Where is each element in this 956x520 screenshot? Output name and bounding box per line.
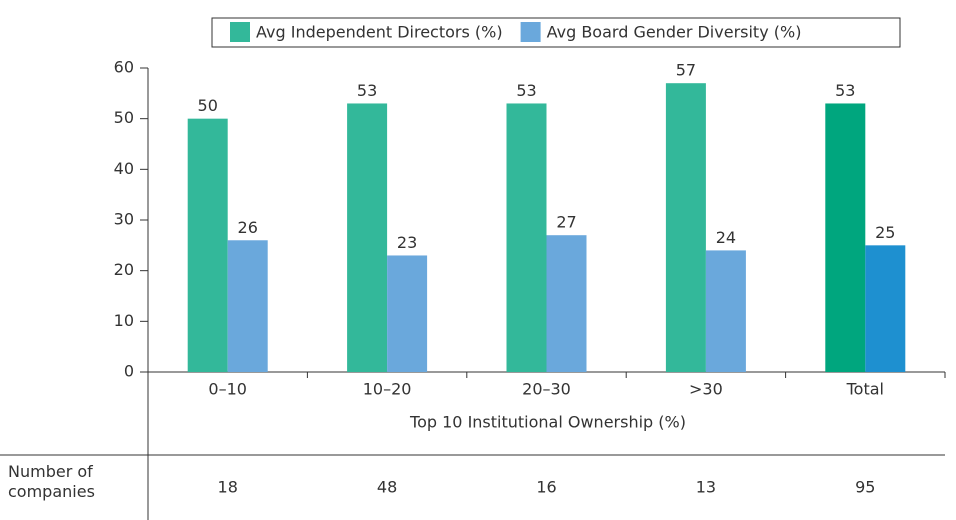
value-label: 23 (397, 233, 417, 252)
table-row-label: Number of companies (8, 462, 95, 501)
value-label: 53 (835, 81, 855, 100)
table-value: 48 (377, 478, 397, 497)
table-value: 16 (536, 478, 556, 497)
y-tick-label: 10 (114, 311, 134, 330)
bar (347, 103, 388, 372)
bar (227, 240, 268, 372)
value-label: 25 (875, 223, 895, 242)
bar (825, 103, 866, 372)
y-tick-label: 50 (114, 108, 134, 127)
x-tick-label: >30 (689, 380, 723, 399)
legend-label: Avg Independent Directors (%) (256, 23, 503, 42)
x-tick-label: 20–30 (522, 380, 571, 399)
bar (187, 118, 228, 373)
table-value: 18 (218, 478, 238, 497)
value-label: 57 (676, 61, 696, 80)
legend-swatch (230, 22, 250, 42)
value-label: 50 (198, 96, 218, 115)
table-value: 95 (855, 478, 875, 497)
value-label: 27 (556, 213, 576, 232)
y-tick-label: 40 (114, 159, 134, 178)
value-label: 26 (238, 218, 258, 237)
x-tick-label: Total (846, 380, 884, 399)
y-tick-label: 30 (114, 210, 134, 229)
x-tick-label: 0–10 (208, 380, 247, 399)
bar (865, 245, 906, 372)
legend-swatch (520, 22, 541, 42)
x-axis-title: Top 10 Institutional Ownership (%) (409, 413, 686, 432)
value-label: 53 (516, 81, 536, 100)
x-tick-label: 10–20 (363, 380, 412, 399)
table-value: 13 (696, 478, 716, 497)
bar (665, 83, 706, 372)
legend-box (211, 17, 901, 48)
bar (705, 250, 746, 372)
y-tick-label: 0 (124, 362, 134, 381)
value-label: 24 (716, 228, 736, 247)
bar (506, 103, 547, 372)
legend-label: Avg Board Gender Diversity (%) (547, 23, 802, 42)
bar (546, 235, 587, 372)
value-label: 53 (357, 81, 377, 100)
y-tick-label: 20 (114, 260, 134, 279)
y-tick-label: 60 (114, 58, 134, 77)
bar (387, 255, 428, 372)
